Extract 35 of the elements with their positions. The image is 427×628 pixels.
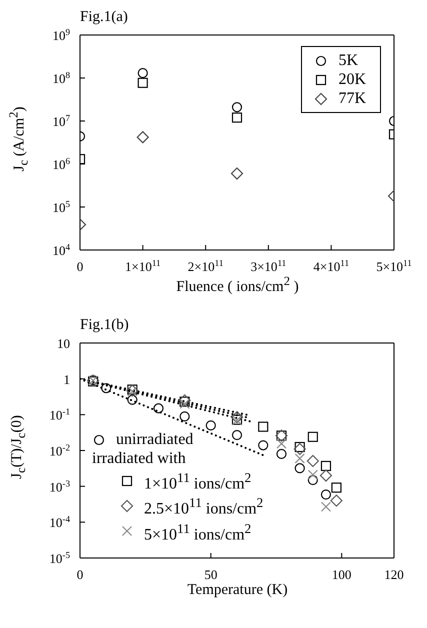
legend-label: 5×10$^{11}$ ions/cm$^{2}$ [144, 520, 252, 544]
y-tick-label: 10$^{-2}$ [49, 442, 70, 458]
y-tick-label: 10$^{-1}$ [49, 406, 70, 423]
x-tick-label: 4×10$^{11}$ [313, 258, 350, 274]
x-axis-title: Temperature (K) [186, 582, 289, 599]
x-tick-label: 0 [76, 259, 84, 274]
chart-title: Fig.1(a) [80, 8, 129, 26]
legend-label: 77K [338, 89, 366, 108]
x-tick-label: 120 [384, 567, 404, 582]
x-tick-label: 0 [76, 567, 84, 582]
legend-label: 1×10$^{11}$ ions/cm$^{2}$ [144, 469, 252, 494]
x-tick-label: 50 [204, 567, 218, 582]
y-tick-label: 10$^{5}$ [52, 199, 70, 215]
y-tick-label: 10$^{9}$ [52, 27, 70, 43]
y-tick-label: 10$^{-4}$ [49, 514, 70, 530]
y-tick-label: 1 [64, 372, 70, 387]
legend-label: 5K [338, 51, 358, 70]
x-axis-title: Fluence ( ions/cm$^{2}$ ) [175, 274, 300, 296]
legend-label: 20K [338, 70, 366, 89]
y-tick-label: 10$^{-3}$ [49, 478, 70, 494]
x-tick-label: 5×10$^{11}$ [376, 258, 412, 274]
y-tick-label: 10$^{4}$ [52, 242, 70, 258]
y-tick-label: 10$^{8}$ [52, 70, 70, 86]
x-tick-label: 1×10$^{11}$ [124, 258, 161, 274]
y-tick-label: 10$^{6}$ [52, 156, 70, 172]
legend-title: irradiated with [92, 449, 187, 468]
x-tick-label: 100 [332, 567, 352, 582]
y-tick-label: 10 [57, 336, 70, 351]
x-tick-label: 3×10$^{11}$ [250, 258, 286, 274]
legend-label: unirradiated [116, 430, 194, 450]
y-tick-label: 10$^{7}$ [52, 113, 70, 129]
chart-title: Fig.1(b) [80, 316, 130, 334]
y-tick-label: 10$^{-5}$ [49, 550, 70, 566]
x-tick-label: 2×10$^{11}$ [188, 258, 224, 274]
legend-label: 2.5×10$^{11}$ ions/cm$^{2}$ [144, 494, 264, 519]
